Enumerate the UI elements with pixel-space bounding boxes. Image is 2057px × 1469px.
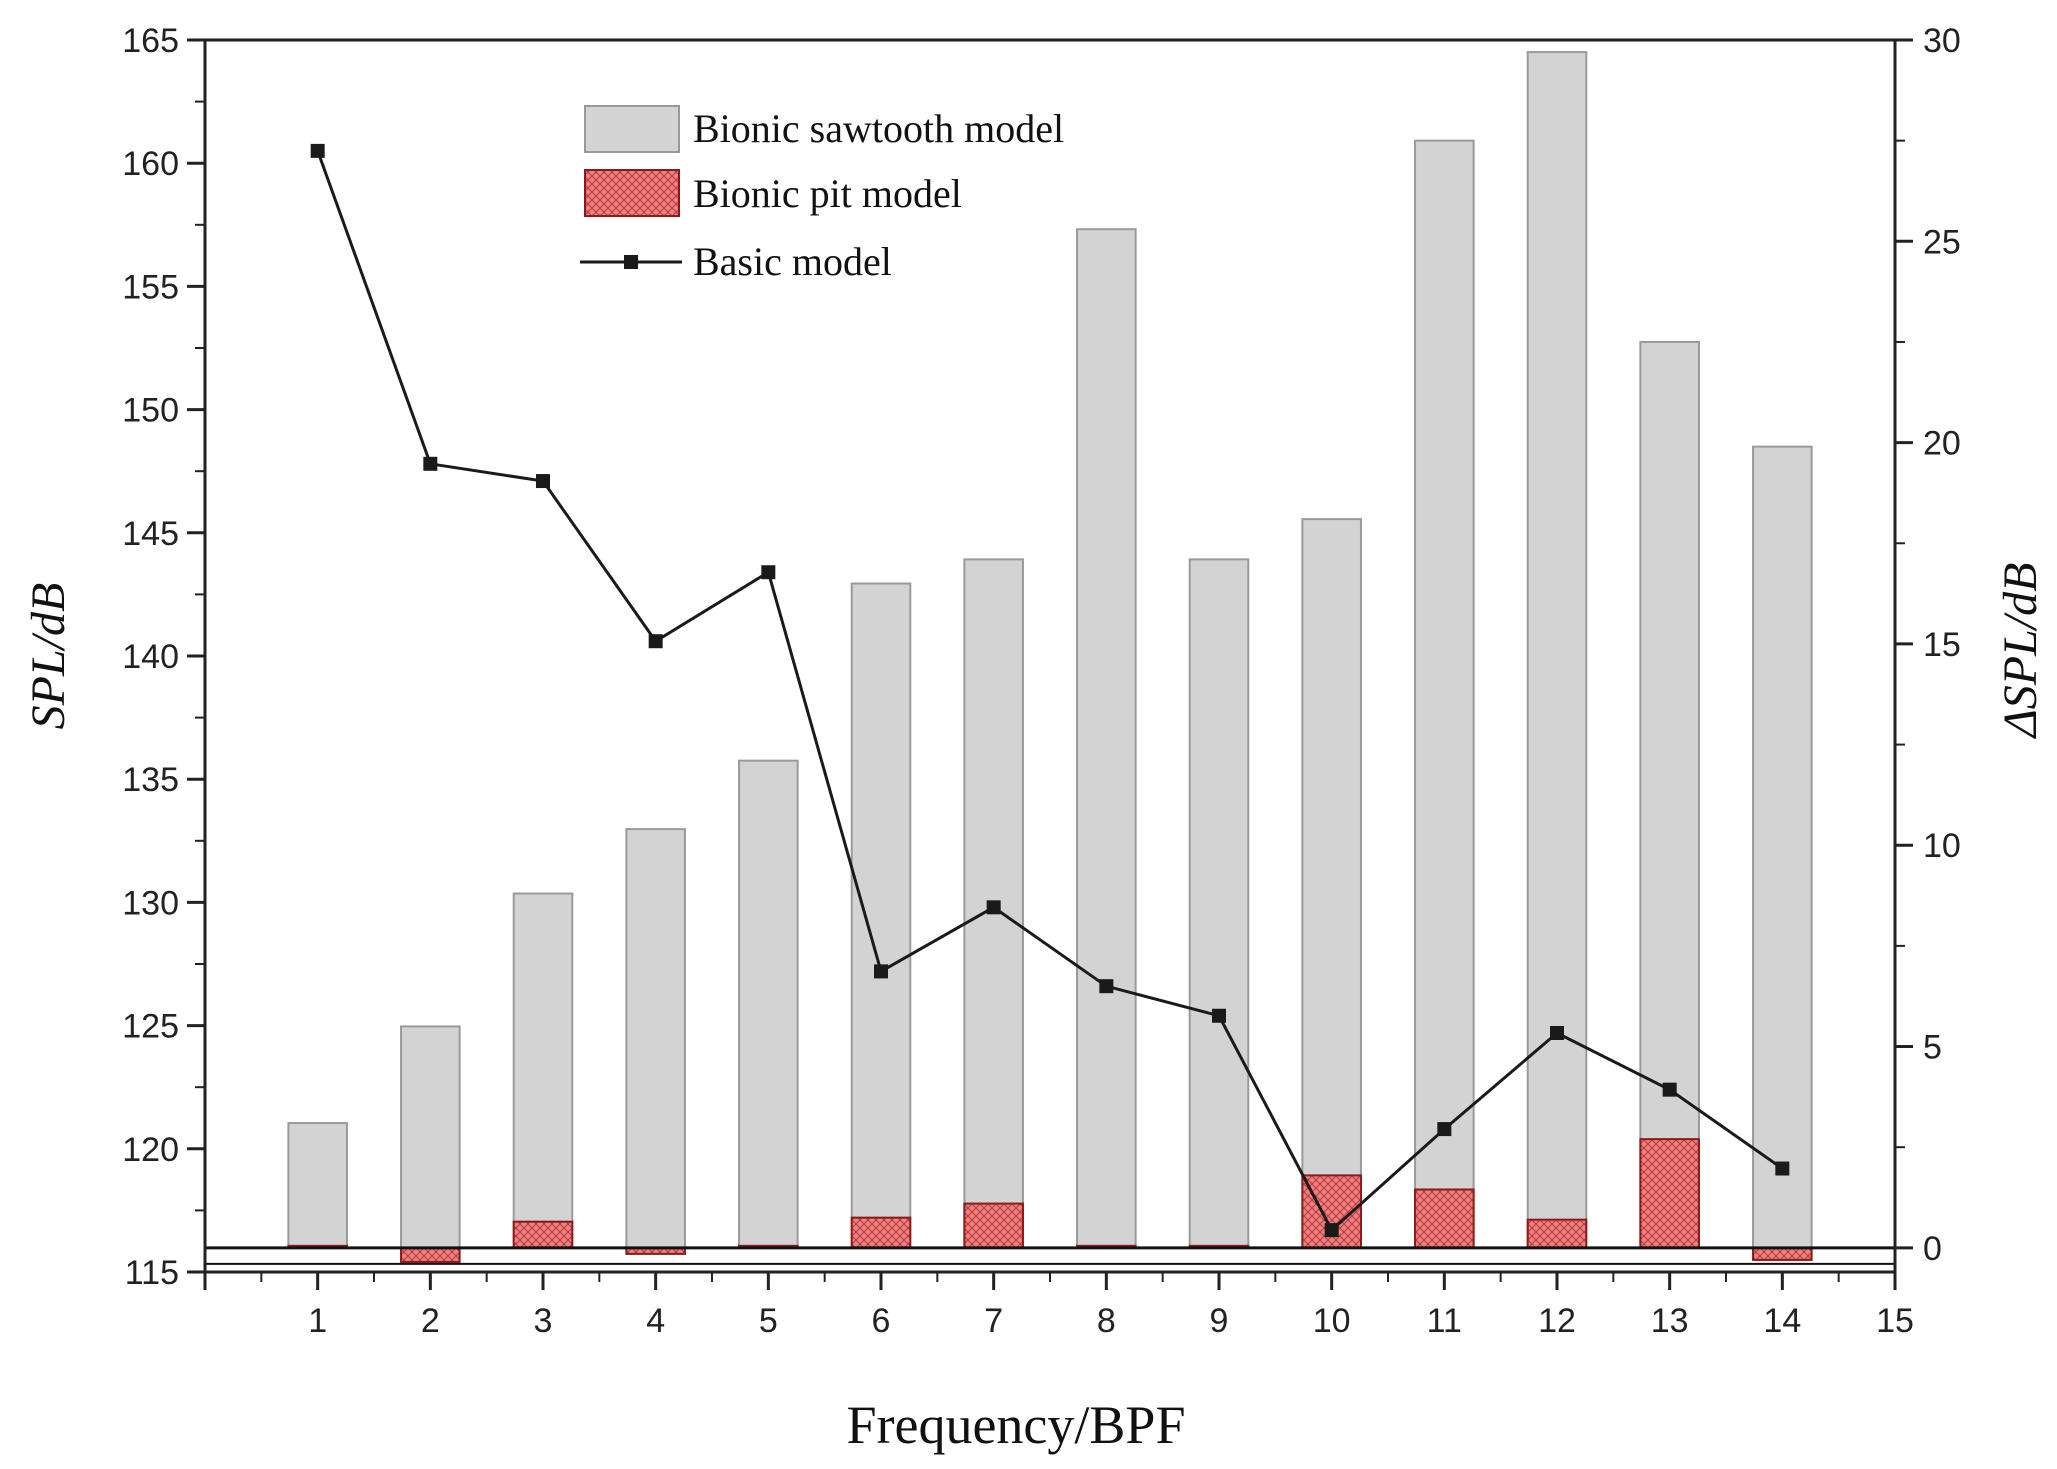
basic-model-point [648, 634, 663, 649]
legend-swatch-pit [584, 169, 680, 217]
x-tick-label: 2 [421, 1302, 440, 1340]
x-tick-label: 14 [1763, 1302, 1801, 1340]
y-tick-label: 130 [122, 884, 179, 922]
sawtooth-bar [287, 1122, 348, 1249]
y-tick-label: 135 [122, 761, 179, 799]
x-tick-label: 3 [534, 1302, 553, 1340]
basic-model-point [1212, 1008, 1226, 1023]
x-tick-label: 5 [759, 1302, 778, 1340]
basic-model-point [310, 143, 325, 158]
pit-bar [1752, 1246, 1813, 1261]
x-axis-title: Frequency/BPF [846, 1395, 1185, 1455]
basic-model-point [986, 900, 1001, 915]
basic-model-point [1324, 1223, 1339, 1238]
basic-model-point [1437, 1122, 1452, 1137]
legend-label-pit: Bionic pit model [693, 171, 962, 216]
x-tick-label: 12 [1538, 1302, 1576, 1340]
line-layer [310, 143, 1790, 1238]
axes-layer: 1 2 3 4 5 6 7 8 9 10 11 12 13 14 151151201251301351401… [122, 22, 1961, 1340]
y-tick-label: 160 [122, 145, 179, 183]
legend-swatch-sawtooth [584, 105, 680, 153]
pit-bar [1414, 1188, 1475, 1249]
y2-tick-label: 5 [1923, 1029, 1942, 1067]
x-tick-label: 13 [1651, 1302, 1689, 1340]
x-tick-label: 6 [872, 1302, 891, 1340]
y2-axis-title: ΔSPL/dB [1994, 563, 2047, 740]
y2-tick-label: 0 [1923, 1230, 1942, 1268]
bars-layer [287, 51, 1813, 1263]
x-tick-label: 10 [1313, 1302, 1351, 1340]
pit-bar [1526, 1218, 1588, 1249]
y-axis-title: SPL/dB [22, 583, 75, 730]
sawtooth-bar [1188, 558, 1250, 1249]
sawtooth-bar [738, 759, 799, 1249]
y2-tick-label: 25 [1923, 223, 1961, 261]
x-tick-label: 7 [984, 1302, 1003, 1340]
pit-bar [1639, 1138, 1700, 1249]
sawtooth-bar [1526, 51, 1588, 1249]
y-tick-label: 140 [122, 638, 179, 676]
x-tick-label: 1 [308, 1302, 327, 1340]
x-tick-label: 11 [1427, 1302, 1462, 1340]
legend-label-basic: Basic model [693, 239, 892, 284]
sawtooth-bar [1076, 228, 1137, 1249]
pit-bar [400, 1246, 461, 1263]
basic-model-line [316, 150, 1784, 1233]
y-tick-label: 150 [122, 392, 179, 430]
sawtooth-bar [625, 828, 686, 1249]
legend-label-sawtooth: Bionic sawtooth model [693, 106, 1064, 151]
basic-model-point [536, 474, 550, 489]
y-tick-label: 125 [122, 1008, 179, 1046]
sawtooth-bar [1414, 139, 1475, 1249]
y2-tick-label: 30 [1923, 22, 1961, 60]
sawtooth-bar [400, 1025, 461, 1249]
y-tick-label: 165 [122, 22, 179, 60]
sawtooth-bar [1639, 340, 1700, 1249]
basic-model-point [874, 964, 888, 979]
basic-model-point [1099, 979, 1114, 994]
y2-tick-label: 15 [1923, 626, 1961, 664]
y2-tick-label: 20 [1923, 425, 1961, 463]
pit-bar [512, 1220, 574, 1249]
y-tick-label: 115 [125, 1254, 179, 1292]
basic-model-point [1550, 1025, 1564, 1040]
y2-tick-label: 10 [1923, 827, 1961, 865]
x-tick-label: 8 [1097, 1302, 1116, 1340]
legend-marker-basic [624, 255, 638, 269]
sawtooth-bar [850, 582, 912, 1249]
x-tick-label: 9 [1210, 1302, 1229, 1340]
x-tick-label: 15 [1876, 1302, 1914, 1340]
legend: Bionic sawtooth model Bionic pit model B… [580, 105, 1064, 284]
x-tick-label: 4 [646, 1302, 665, 1340]
basic-model-point [761, 565, 776, 580]
sawtooth-bar [1301, 518, 1362, 1249]
sawtooth-bar [1752, 445, 1813, 1249]
pit-bar [850, 1216, 912, 1249]
y-tick-label: 120 [122, 1131, 179, 1169]
pit-bar [963, 1202, 1024, 1249]
basic-model-point [1775, 1161, 1790, 1176]
y-tick-label: 155 [122, 268, 179, 306]
basic-model-point [1662, 1082, 1677, 1097]
sawtooth-bar [512, 892, 574, 1249]
y-tick-label: 145 [122, 515, 179, 553]
zero-lines [205, 1246, 1895, 1265]
basic-model-point [423, 456, 438, 471]
